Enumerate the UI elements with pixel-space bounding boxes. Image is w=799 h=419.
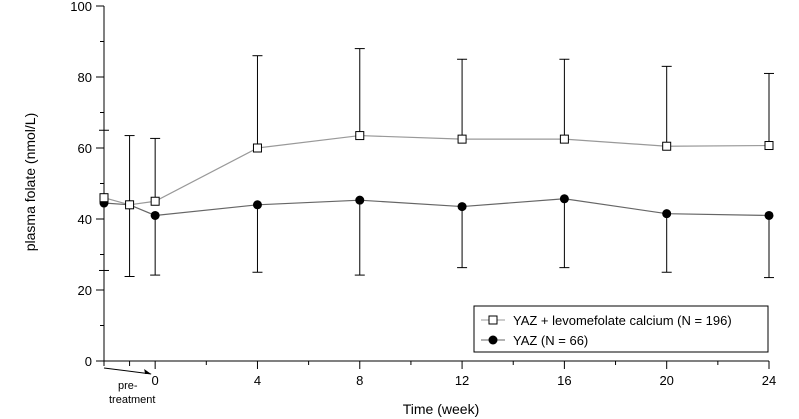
- data-point-yaz: [252, 200, 262, 210]
- data-point-yaz-levomefolate: [99, 193, 109, 203]
- y-axis-title: plasma folate (nmol/L): [22, 113, 38, 252]
- data-point-yaz: [150, 210, 160, 220]
- data-point-yaz-levomefolate: [764, 141, 774, 151]
- series-layer: [99, 131, 774, 220]
- y-tick-label: 0: [85, 354, 92, 369]
- legend-label-1: YAZ + levomefolate calcium (N = 196): [513, 313, 732, 328]
- x-tick-label: 8: [356, 373, 363, 388]
- pre-treatment-arrow: [103, 367, 152, 375]
- legend-marker-open-square: [488, 315, 498, 325]
- data-point-yaz: [457, 202, 467, 212]
- data-point-yaz-levomefolate: [559, 134, 569, 144]
- data-point-yaz-levomefolate: [355, 131, 365, 141]
- x-tick-label: 20: [659, 373, 673, 388]
- y-tick-label: 80: [78, 70, 92, 85]
- data-point-yaz-levomefolate: [252, 143, 262, 153]
- data-point-yaz-levomefolate: [457, 134, 467, 144]
- y-tick-label: 60: [78, 141, 92, 156]
- x-tick-label: 4: [254, 373, 261, 388]
- pre-treatment-arrowhead: [144, 369, 152, 374]
- x-tick-label: 16: [557, 373, 571, 388]
- x-axis-title: Time (week): [403, 401, 480, 417]
- y-tick-label: 20: [78, 283, 92, 298]
- error-bars: [99, 48, 774, 279]
- legend: YAZ + levomefolate calcium (N = 196) YAZ…: [473, 305, 769, 353]
- labels-layer: 0 20 40 60 80 100 0 4 8 12 16 20 24: [70, 0, 776, 388]
- data-point-yaz: [662, 209, 672, 219]
- x-tick-label: 24: [762, 373, 776, 388]
- y-tick-label: 40: [78, 212, 92, 227]
- data-point-yaz-levomefolate: [125, 200, 135, 210]
- legend-marker-filled-circle: [488, 335, 498, 345]
- data-point-yaz: [355, 195, 365, 205]
- x-pre-label-line2: treatment: [109, 394, 155, 406]
- data-point-yaz-levomefolate: [662, 141, 672, 151]
- data-point-yaz-levomefolate: [150, 196, 160, 206]
- data-point-yaz: [559, 194, 569, 204]
- x-tick-label: 0: [152, 373, 159, 388]
- y-tick-label: 100: [70, 0, 92, 14]
- x-pre-label-line1: pre-: [118, 380, 138, 392]
- legend-label-2: YAZ (N = 66): [513, 333, 588, 348]
- legend-box: [473, 305, 769, 353]
- x-tick-label: 12: [455, 373, 469, 388]
- data-point-yaz: [764, 210, 774, 220]
